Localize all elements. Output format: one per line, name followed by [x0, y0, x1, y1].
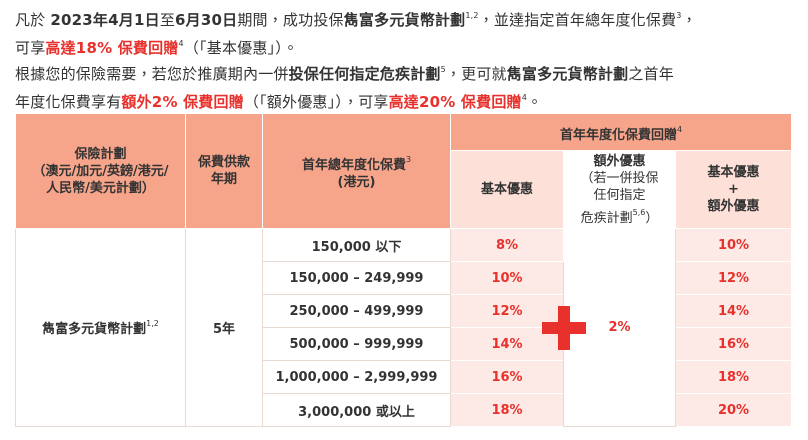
offer-table: 保險計劃 （澳元/加元/英鎊/港元/人民幣/美元計劃） 保費供款年期 首年總年度化… — [15, 113, 793, 427]
footnote-ref: 1,2 — [465, 11, 479, 20]
basic-rate: 10% — [450, 261, 564, 295]
paragraph: 根據您的保險需要，若您於推廣期內一併投保任何指定危疾計劃5，更可就雋富多元貨幣計… — [15, 58, 674, 114]
text-run: 年度化保費享有 — [15, 93, 122, 111]
text-run: (港元) — [337, 175, 376, 190]
term-cell: 5年 — [185, 228, 263, 427]
header-cell: 保險計劃 （澳元/加元/英鎊/港元/人民幣/美元計劃） — [15, 113, 186, 229]
text-run: ，更可就 — [445, 65, 507, 83]
total-rate: 14% — [674, 294, 793, 328]
text-run: 雋富多元貨幣計劃 — [343, 11, 466, 29]
total-rate: 18% — [674, 360, 793, 394]
extra-rate: 2% — [608, 320, 631, 335]
table-body: 雋富多元貨幣計劃1,2 5年 150,000 以下 8% 2% 10% 150,000 – … — [15, 228, 793, 427]
text-run: 人民幣/美元計劃） — [46, 180, 155, 196]
text-run: 首年總年度化保費 — [301, 158, 406, 173]
text-run: ，並達指定首年總年度化保費 — [478, 11, 677, 29]
text-run: 任何指定 — [593, 187, 646, 203]
premium-cell: 3,000,000 或以上 — [262, 393, 451, 427]
footnote-ref: 5,6 — [632, 207, 646, 217]
text-run: 根據您的保險需要，若您於推廣期內一併 — [15, 65, 289, 83]
total-rate: 10% — [674, 228, 793, 262]
table-row: 雋富多元貨幣計劃1,2 5年 150,000 以下 8% 2% 10% — [15, 228, 793, 427]
total-rate: 12% — [674, 261, 793, 295]
text-run: （澳元/加元/英鎊/港元/ — [32, 163, 169, 179]
footnote-ref: 3 — [676, 11, 682, 20]
text-run: 保險計劃 — [74, 146, 127, 162]
text-run: 首年年度化保費回贈 — [559, 127, 677, 143]
text-run: 高達20% 保費回贈 — [388, 93, 522, 111]
plus-icon — [542, 305, 586, 350]
extra-cell: 2% — [542, 228, 676, 427]
text-run: 期間，成功投保 — [237, 11, 344, 29]
basic-rate: 12% — [450, 294, 564, 328]
text-run: 基本優惠 — [707, 165, 760, 180]
header-cell: 基本優惠 + 額外優惠 — [674, 150, 793, 229]
text-run: 額外2% 保費回贈 — [121, 93, 244, 111]
text-run: 雋富多元貨幣計劃 — [506, 65, 629, 83]
text-run: （若一併投保 — [580, 170, 659, 186]
footnote-ref: 4 — [521, 93, 528, 102]
text-run: （「額外優惠」），可享 — [243, 93, 389, 111]
text-run: 保費供款 — [197, 155, 250, 170]
total-rate: 20% — [674, 393, 793, 427]
text-run: 危疾計劃 — [580, 210, 633, 226]
text-run: + — [728, 182, 739, 197]
text-run: 凡於 — [15, 11, 51, 29]
premium-cell: 1,000,000 – 2,999,999 — [262, 360, 451, 394]
table-row: 1,000,000 – 2,999,999 16% 18% — [16, 360, 793, 394]
total-rate: 16% — [674, 327, 793, 361]
text-run: 投保任何指定危疾計劃 — [288, 65, 441, 83]
text-run: 。 — [527, 93, 543, 111]
footnote-ref: 4 — [676, 124, 683, 134]
text-run: 基本優惠 — [480, 182, 533, 197]
footnote-ref: 5 — [440, 65, 446, 74]
text-run: （「基本優惠」）。 — [183, 39, 299, 57]
table-row: 250,000 – 499,999 12% 14% — [16, 294, 793, 328]
header-cell: 額外優惠 （若一併投保 任何指定危疾計劃5,6） — [563, 150, 676, 229]
header-cell: 首年年度化保費回贈4 — [449, 113, 793, 151]
footnote-ref: 1,2 — [146, 319, 159, 328]
basic-rate: 18% — [450, 393, 564, 427]
footnote-ref: 4 — [178, 39, 184, 48]
text-run: ， — [681, 11, 697, 29]
premium-cell: 150,000 – 249,999 — [262, 261, 451, 295]
premium-cell: 500,000 – 999,999 — [262, 327, 451, 361]
text-run: 之首年 — [628, 65, 674, 83]
premium-cell: 150,000 以下 — [262, 228, 451, 262]
text-run: 高達18% 保費回贈 — [45, 39, 179, 57]
text-run: ） — [645, 210, 659, 226]
footnote-ref: 3 — [405, 155, 412, 164]
text-run: 至 — [159, 11, 176, 29]
header-cell: 基本優惠 — [450, 150, 564, 229]
text-run: 6月30日 — [175, 11, 238, 29]
plan-cell: 雋富多元貨幣計劃1,2 — [15, 228, 186, 427]
header-cell: 保費供款 年期 — [185, 113, 263, 229]
text-run: 可享 — [15, 39, 46, 57]
text-run: 年期 — [210, 172, 237, 187]
text-run: 2023年4月1日 — [50, 11, 160, 29]
text-run: 額外優惠 — [707, 199, 760, 214]
text-run: 額外優惠 — [593, 153, 646, 169]
premium-cell: 250,000 – 499,999 — [262, 294, 451, 328]
text-run: 雋富多元貨幣計劃 — [42, 322, 147, 337]
paragraph: 凡於 2023年4月1日至6月30日期間，成功投保雋富多元貨幣計劃1,2，並達指… — [15, 4, 697, 60]
table-row: 500,000 – 999,999 14% 16% — [16, 327, 793, 361]
basic-rate: 16% — [450, 360, 564, 394]
header-cell: 首年總年度化保費3 (港元) — [262, 113, 451, 229]
table-row: 3,000,000 或以上 18% 20% — [16, 393, 793, 427]
basic-rate: 8% — [450, 228, 564, 262]
